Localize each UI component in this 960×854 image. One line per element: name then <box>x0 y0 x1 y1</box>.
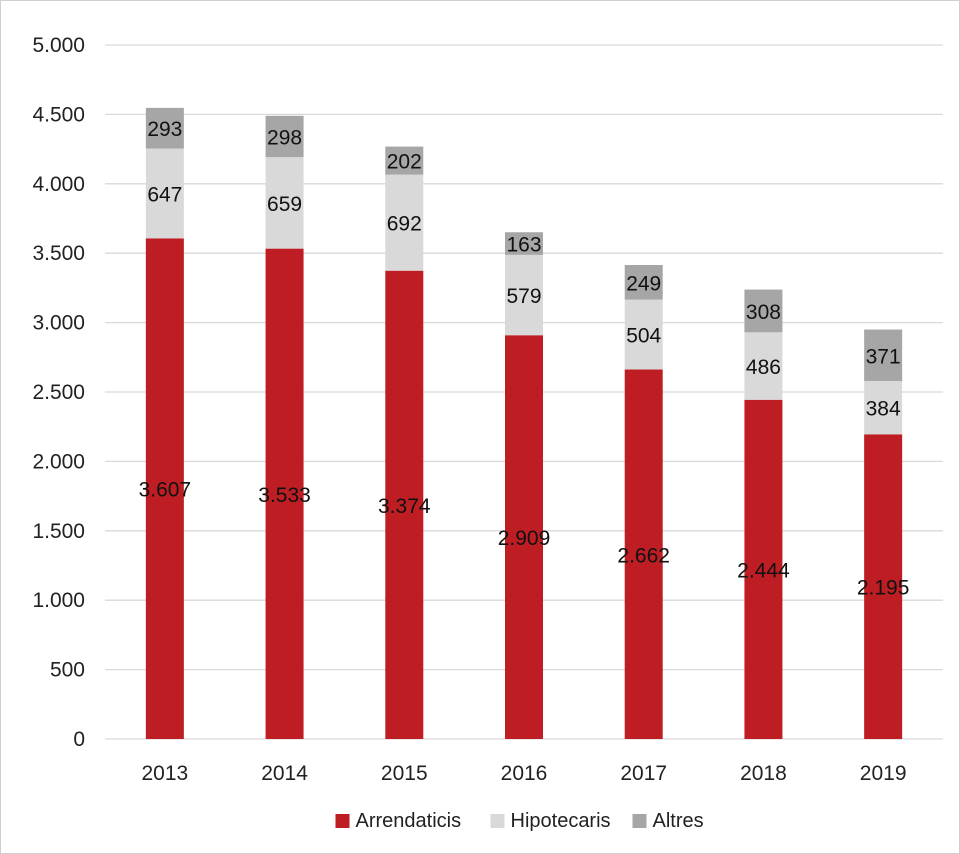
legend: Arrendaticis Hipotecaris Altres <box>335 810 704 832</box>
data-label: 647 <box>147 183 182 206</box>
legend-swatch <box>490 814 505 828</box>
data-label: 692 <box>387 213 422 236</box>
data-label: 298 <box>267 126 302 149</box>
data-label: 371 <box>866 345 901 368</box>
y-tick-label: 1.000 <box>32 589 85 612</box>
bar-segment-hipotecaris <box>385 174 424 271</box>
bar-segment-hipotecaris <box>864 381 903 435</box>
legend-item-label: Altres <box>653 810 704 832</box>
legend-item-label: Arrendaticis <box>356 810 462 832</box>
bar-segment-arrendaticis <box>624 369 663 739</box>
x-tick-label: 2018 <box>740 762 787 785</box>
bar-segment-arrendaticis <box>744 399 783 739</box>
data-label: 384 <box>866 398 901 421</box>
bar-segment-hipotecaris <box>145 148 184 239</box>
bar-segment-altres <box>624 264 663 300</box>
data-label: 2.909 <box>498 527 551 550</box>
data-label: 163 <box>506 234 541 257</box>
data-label: 3.374 <box>378 495 431 518</box>
bar-segment-hipotecaris <box>265 157 304 249</box>
data-label: 249 <box>626 272 661 295</box>
data-label: 293 <box>147 118 182 141</box>
y-tick-label: 5.000 <box>32 34 85 57</box>
bar-segment-altres <box>385 146 424 175</box>
data-label: 3.533 <box>258 484 311 507</box>
legend-item-label: Hipotecaris <box>511 810 611 832</box>
bar-segment-hipotecaris <box>624 299 663 370</box>
y-tick-label: 4.500 <box>32 103 85 126</box>
x-tick-label: 2015 <box>381 762 428 785</box>
bar-segment-altres <box>145 107 184 149</box>
data-label: 486 <box>746 356 781 379</box>
y-tick-label: 2.500 <box>32 381 85 404</box>
y-tick-label: 2.000 <box>32 450 85 473</box>
y-tick-label: 3.500 <box>32 242 85 265</box>
y-tick-label: 3.000 <box>32 312 85 335</box>
y-axis: 0 500 1.000 1.500 2.000 2.500 3.000 3.500 4.000 4… <box>32 34 85 751</box>
data-label: 308 <box>746 301 781 324</box>
x-tick-label: 2016 <box>501 762 548 785</box>
y-tick-label: 4.000 <box>32 173 85 196</box>
y-tick-label: 500 <box>50 659 85 682</box>
data-label: 202 <box>387 151 422 174</box>
y-tick-label: 1.500 <box>32 520 85 543</box>
legend-swatch <box>335 814 350 828</box>
x-tick-label: 2017 <box>620 762 667 785</box>
bar-segment-arrendaticis <box>265 248 304 739</box>
x-tick-label: 2019 <box>860 762 907 785</box>
bar-segment-hipotecaris <box>744 332 783 400</box>
bar-segment-arrendaticis <box>385 270 424 739</box>
bar-segment-altres <box>505 232 543 255</box>
bar-segment-hipotecaris <box>505 254 543 336</box>
x-tick-label: 2013 <box>141 762 188 785</box>
data-label: 2.662 <box>617 544 670 567</box>
x-axis: 2013 2014 2015 2016 2017 2018 2019 <box>141 762 906 785</box>
data-label: 2.444 <box>737 559 790 582</box>
legend-swatch <box>632 814 647 828</box>
y-tick-label: 0 <box>73 728 85 751</box>
bar-segment-altres <box>864 329 903 382</box>
bars <box>145 107 903 740</box>
data-label: 2.195 <box>857 577 910 600</box>
x-tick-label: 2014 <box>261 762 308 785</box>
data-label: 3.607 <box>139 479 192 502</box>
bar-segment-arrendaticis <box>864 434 903 739</box>
bar-segment-arrendaticis <box>505 335 543 739</box>
data-label: 579 <box>506 285 541 308</box>
data-label: 659 <box>267 193 302 216</box>
data-label: 504 <box>626 325 661 348</box>
data-labels: 3.607 647 293 3.533 659 298 3.374 692 202 2.909 57… <box>139 118 910 599</box>
bar-segment-arrendaticis <box>145 238 184 740</box>
bar-segment-altres <box>265 115 304 158</box>
bar-segment-altres <box>744 289 783 333</box>
